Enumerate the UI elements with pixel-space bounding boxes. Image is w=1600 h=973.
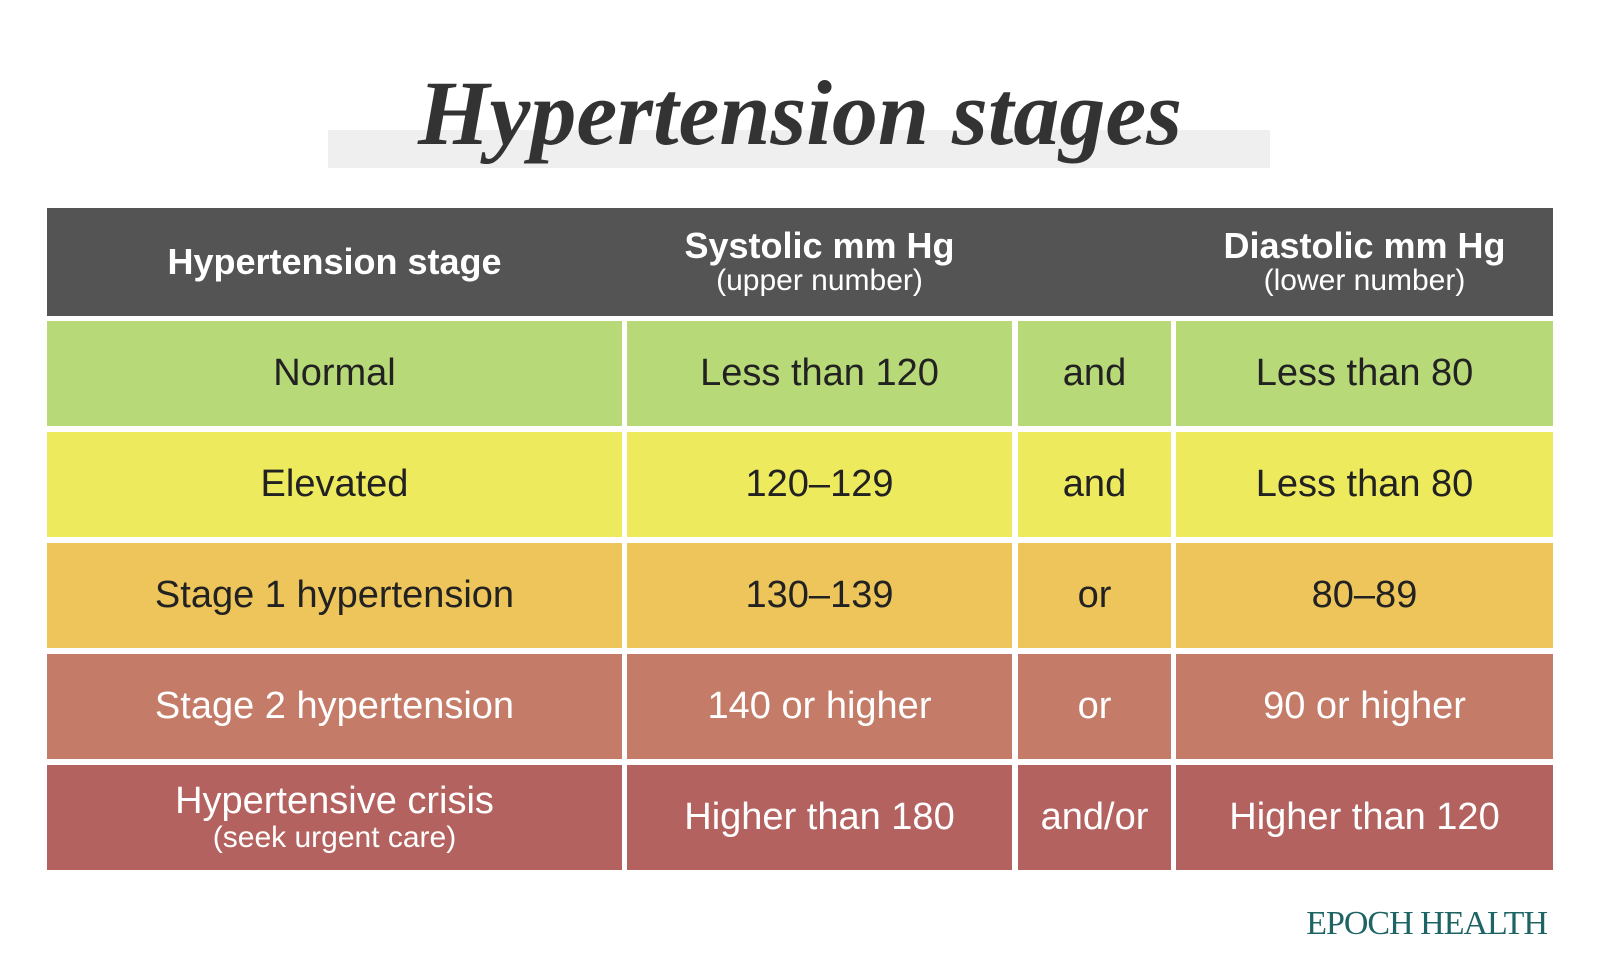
table-cell: Less than 80 <box>1176 432 1553 537</box>
table-cell: or <box>1018 543 1171 648</box>
table-cell: and <box>1018 321 1171 426</box>
brand: EPOCH HEALTH <box>1306 905 1548 942</box>
table-cell: 90 or higher <box>1176 654 1553 759</box>
cell-text: 90 or higher <box>1263 684 1466 727</box>
cell-text: 80–89 <box>1311 573 1418 616</box>
cell-note: (upper number) <box>716 264 923 298</box>
header-cell: Hypertension stage <box>47 208 622 316</box>
table-cell: or <box>1018 654 1171 759</box>
cell-text: Less than 80 <box>1255 462 1474 505</box>
table-cell: Stage 1 hypertension <box>47 543 622 648</box>
table-cell: 80–89 <box>1176 543 1553 648</box>
cell-text: and <box>1062 351 1127 394</box>
cell-text: Elevated <box>260 462 409 505</box>
cell-text: 140 or higher <box>707 684 932 727</box>
cell-text: Less than 120 <box>700 351 939 394</box>
table-header <box>47 208 1553 316</box>
table-cell: Elevated <box>47 432 622 537</box>
table-cell: Less than 120 <box>627 321 1012 426</box>
header-cell: Diastolic mm Hg (lower number) <box>1176 208 1553 316</box>
title-highlight <box>328 130 1270 168</box>
table-cell: Higher than 180 <box>627 765 1012 870</box>
table-cell: Normal <box>47 321 622 426</box>
table-cell: Higher than 120 <box>1176 765 1553 870</box>
cell-text: Stage 1 hypertension <box>154 573 515 616</box>
table-cell: 120–129 <box>627 432 1012 537</box>
cell-text: Higher than 180 <box>684 795 955 838</box>
cell-text: or <box>1077 684 1112 727</box>
table-cell: and/or <box>1018 765 1171 870</box>
table-cell: 140 or higher <box>627 654 1012 759</box>
table-cell: 130–139 <box>627 543 1012 648</box>
cell-text: 130–139 <box>745 573 894 616</box>
cell-text: Diastolic mm Hg <box>1223 225 1506 267</box>
cell-text: Stage 2 hypertension <box>154 684 515 727</box>
cell-text: Normal <box>273 351 396 394</box>
cell-text: and <box>1062 462 1127 505</box>
cell-note: (lower number) <box>1263 264 1466 298</box>
cell-text: or <box>1077 573 1112 616</box>
cell-text: Systolic mm Hg <box>684 225 955 267</box>
header-cell: Systolic mm Hg (upper number) <box>627 208 1012 316</box>
cell-text: Hypertension stage <box>167 241 502 283</box>
cell-note: (seek urgent care) <box>212 820 457 854</box>
cell-text: Hypertensive crisis <box>175 779 494 822</box>
cell-text: and/or <box>1040 795 1149 838</box>
table-cell: and <box>1018 432 1171 537</box>
table-cell: Hypertensive crisis (seek urgent care) <box>47 765 622 870</box>
title: Hypertension stages <box>417 62 1183 164</box>
table-cell: Less than 80 <box>1176 321 1553 426</box>
cell-text: 120–129 <box>745 462 894 505</box>
cell-text: Higher than 120 <box>1229 795 1500 838</box>
cell-text: Less than 80 <box>1255 351 1474 394</box>
table-cell: Stage 2 hypertension <box>47 654 622 759</box>
